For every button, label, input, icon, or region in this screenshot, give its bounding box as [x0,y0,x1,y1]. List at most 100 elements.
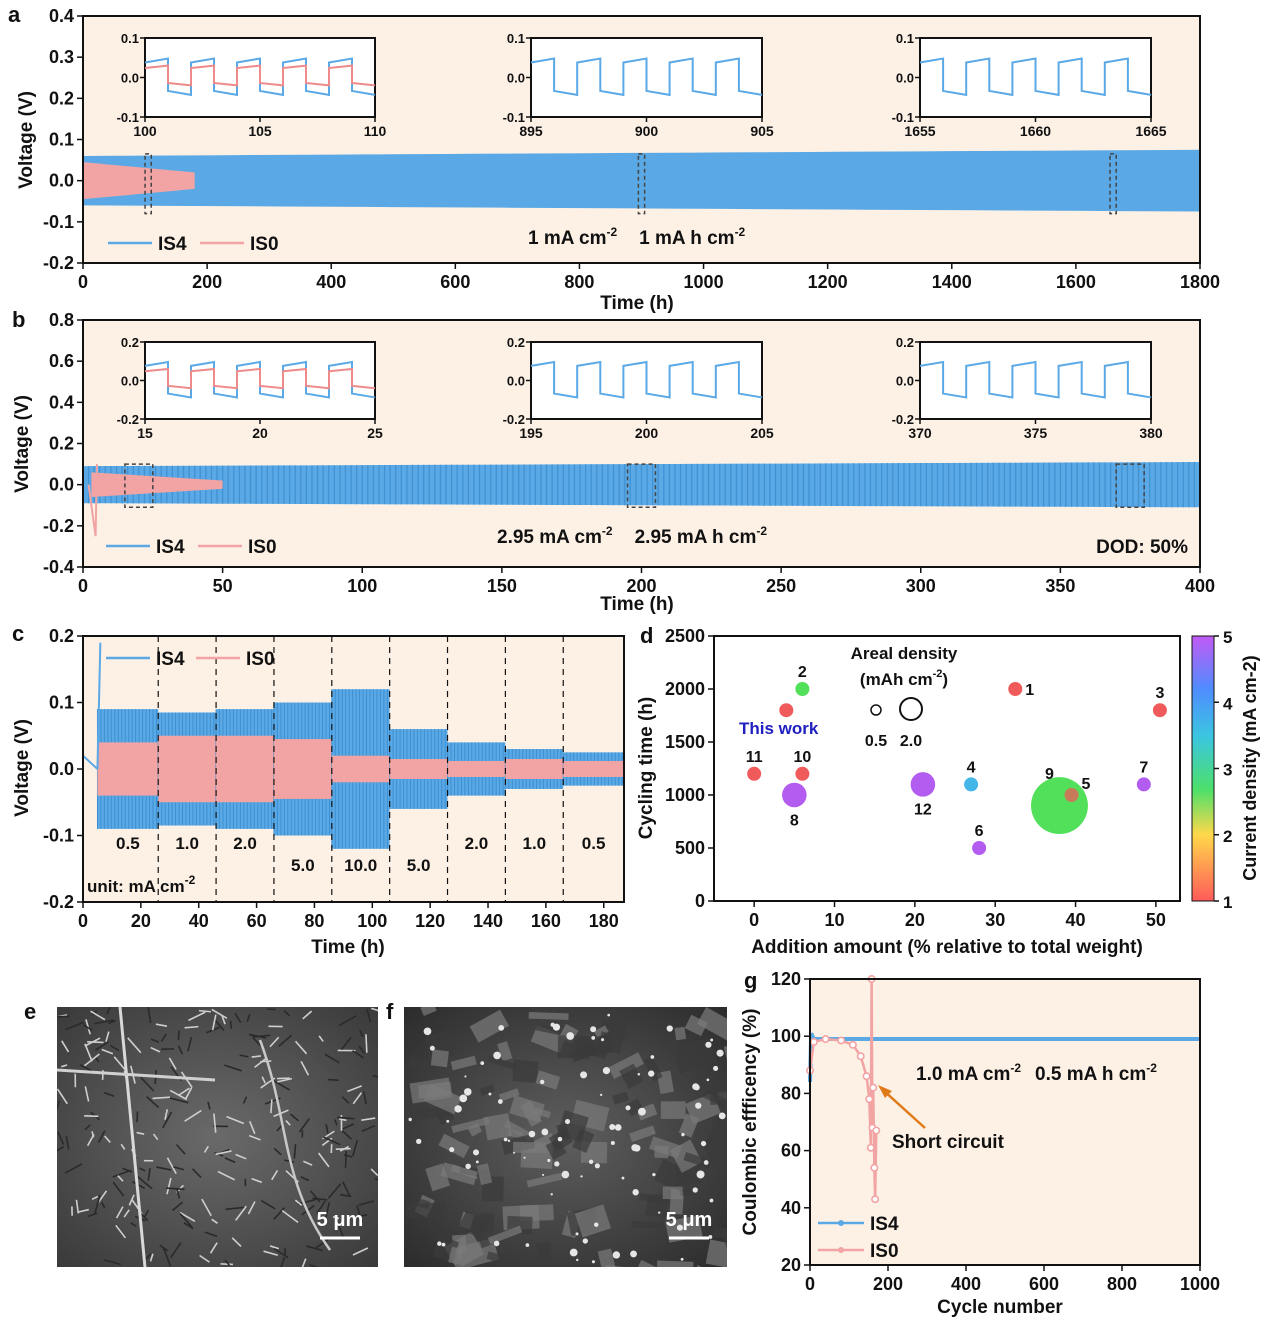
sem-wire [258,1039,332,1251]
inset-y-tick-label: 0.2 [507,335,525,350]
x-tick-label: 1200 [808,272,848,292]
legend-size-small-label: 0.5 [865,733,887,750]
sem-flake [297,1198,317,1205]
scatter-point-12 [910,772,936,797]
scatter-point-8 [782,782,807,808]
xlabel-b: Time (h) [600,594,674,615]
sem-flake [229,1020,233,1029]
series-layer-g [805,974,1200,1204]
sem-flake [217,1170,236,1181]
y-tick-label: 0.2 [49,626,74,646]
sem-plate [705,1239,727,1267]
sem-flake [139,1167,146,1172]
sem-flake [156,1166,172,1171]
series-layer-a [83,149,1200,212]
sem-flake [123,1209,130,1218]
sem-flake [144,1209,150,1217]
inset-a-1: 100 105 110 0.1 0.0 -0.1 [117,31,387,139]
sem-flake [336,1116,355,1120]
sem-plate [629,1125,656,1143]
sem-flake [338,1015,357,1027]
sem-flake [324,1202,331,1221]
sem-particle [630,1250,637,1258]
zoom-boxes-b [124,463,1145,509]
sem-flake [281,1209,299,1223]
inset-x-tick-label: 205 [750,425,774,441]
sem-flake [306,1245,324,1252]
sem-flake [352,1139,359,1157]
inset-b-1: 15 20 25 0.2 0.0 -0.2 [117,335,383,441]
sem-particle [498,1024,505,1031]
legend-marker-is0-g [838,1247,844,1253]
sem-flake [235,1205,247,1221]
sem-wire [118,1007,147,1267]
sem-flake [248,1134,261,1141]
series-is0-envelope [83,162,195,200]
x-tick-label: 60 [247,911,267,931]
sem-flake [108,1019,116,1025]
sem-plate [705,1118,727,1158]
inset-x-tick-label: 905 [750,123,774,139]
sem-flake [95,1041,109,1051]
x-tick-label: 150 [487,576,517,596]
y-tick-label: 1500 [665,732,705,752]
y-tick-label: 20 [781,1255,801,1275]
sem-particle [528,1130,536,1138]
sem-flake [269,1036,280,1048]
inset-trace-is4 [530,360,763,399]
inset-x-tick-label: 380 [1139,425,1163,441]
scatter-point-label: 1 [1025,682,1034,699]
ticks-a: 0 200 400 600 800 1000 1200 1400 1600 1800 -0.2 -0.… [43,6,1220,292]
sem-plate [545,1138,567,1160]
colorbar [1191,635,1215,902]
sem-flake [77,1208,89,1214]
sem-flake [150,1046,161,1053]
sem-particle [488,1092,492,1096]
series-is4-envelope [83,149,1200,212]
sem-plate [636,1103,658,1121]
sem-flake [57,1100,61,1112]
sem-flake [226,1115,245,1125]
xlabel-c: Time (h) [311,937,385,958]
this-work-label: This work [739,719,819,738]
sem-flake [347,1214,361,1219]
sem-plate [487,1225,523,1245]
sem-plate [574,1204,612,1238]
scatter-point-2 [795,682,810,696]
x-tick-label: 350 [1045,576,1075,596]
sem-flake [57,1131,65,1145]
sem-flake [201,1198,212,1217]
x-tick-label: 50 [213,576,233,596]
sem-plate [530,1025,566,1054]
sem-particle [472,1149,480,1156]
sem-flake [86,1133,95,1147]
x-tick-label: 800 [1107,1274,1137,1294]
x-tick-label: 600 [1029,1274,1059,1294]
step-current-label: 5.0 [291,856,315,875]
sem-particle [566,1032,575,1040]
sem-flake [90,1010,106,1021]
series-is0-marker [862,1072,871,1081]
series-is0-segment [97,742,159,796]
series-is0-segment [447,761,506,777]
sem-flake [103,1091,115,1097]
legend-label-is4-b: IS4 [156,537,185,558]
scatter-point-label: 6 [975,823,984,840]
inset-x-tick-label: 895 [519,123,543,139]
sem-particle [614,1124,622,1131]
sem-flake [336,1220,344,1238]
legend-label-is4-c: IS4 [156,649,185,670]
series-is0-marker [872,1126,881,1135]
scatter-point-5 [1064,788,1079,802]
sem-flake [224,1259,231,1267]
scatter-point-label: 7 [1139,759,1148,776]
sem-flake [356,1205,362,1219]
sem-flake [261,1076,266,1084]
sem-particle [709,1198,714,1203]
sem-flake [57,1145,65,1152]
sem-particle [666,1025,673,1032]
sem-particle [680,1257,684,1261]
y-tick-label: -0.1 [43,212,74,232]
sem-plate [536,1242,552,1259]
sem-flake [179,1212,193,1229]
